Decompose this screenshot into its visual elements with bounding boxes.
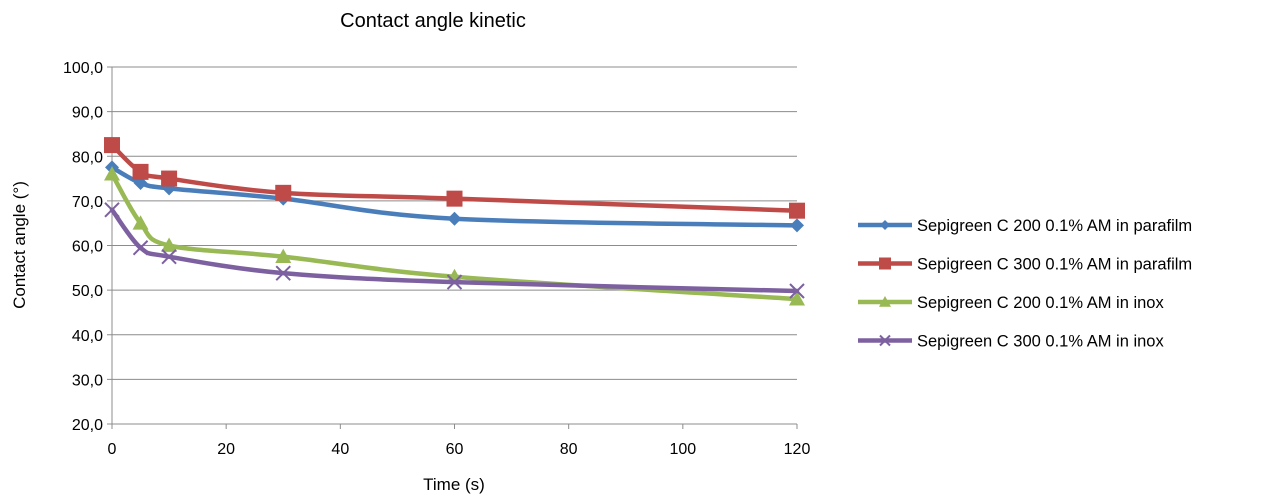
data-point <box>789 291 805 306</box>
legend-label: Sepigreen C 200 0.1% AM in inox <box>917 294 1164 312</box>
data-point <box>161 248 177 265</box>
legend-label: Sepigreen C 300 0.1% AM in parafilm <box>917 256 1192 274</box>
x-tick-label: 120 <box>784 441 811 458</box>
series-1 <box>105 160 804 233</box>
series-3 <box>104 166 805 306</box>
y-axis-title: Contact angle (°) <box>10 181 29 309</box>
legend-label: Sepigreen C 200 0.1% AM in parafilm <box>917 217 1192 235</box>
legend-marker <box>880 220 890 230</box>
legend-marker <box>879 296 891 307</box>
data-point <box>789 202 805 219</box>
x-tick-label: 20 <box>217 441 235 458</box>
y-tick-label: 80,0 <box>72 149 103 166</box>
data-point <box>789 283 805 299</box>
data-point <box>132 240 149 256</box>
marker-stroke <box>104 202 120 218</box>
data-point <box>104 166 120 181</box>
data-point <box>132 215 149 230</box>
y-tick-label: 20,0 <box>72 417 103 434</box>
marker-stroke <box>132 240 149 256</box>
data-point <box>275 248 292 264</box>
x-tick-label: 100 <box>669 441 696 458</box>
axes: 20,0 30,0 40,0 50,0 60,0 70,0 80,0 90,0 100,0 0 20… <box>63 60 810 458</box>
data-point <box>132 163 149 180</box>
legend-item-2: Sepigreen C 300 0.1% AM in parafilm <box>858 256 1192 274</box>
data-point <box>790 218 804 233</box>
y-tick-label: 100,0 <box>63 60 103 77</box>
x-tick-label: 60 <box>446 441 464 458</box>
data-point <box>446 190 463 207</box>
y-tick-label: 50,0 <box>72 283 103 300</box>
chart-title: Contact angle kinetic <box>340 10 526 32</box>
legend-marker <box>879 334 891 347</box>
x-tick-label: 40 <box>331 441 349 458</box>
marker-stroke <box>161 248 177 265</box>
x-axis-title: Time (s) <box>423 475 485 494</box>
legend-item-4: Sepigreen C 300 0.1% AM in inox <box>858 333 1164 351</box>
legend-item-1: Sepigreen C 200 0.1% AM in parafilm <box>858 217 1192 235</box>
marker-stroke <box>789 283 805 299</box>
data-point <box>275 265 291 281</box>
data-point <box>161 170 178 187</box>
y-tick-label: 70,0 <box>72 194 103 211</box>
data-point <box>446 274 463 290</box>
marker-stroke <box>446 274 463 290</box>
gridlines <box>112 66 797 425</box>
data-point <box>104 202 120 218</box>
legend-item-3: Sepigreen C 200 0.1% AM in inox <box>858 294 1164 312</box>
legend-label: Sepigreen C 300 0.1% AM in inox <box>917 333 1164 351</box>
y-tick-label: 90,0 <box>72 105 103 122</box>
data-point <box>104 137 120 154</box>
y-tick-label: 40,0 <box>72 328 103 345</box>
marker-stroke <box>275 265 291 281</box>
series-2 <box>104 137 805 219</box>
data-point <box>161 237 178 252</box>
series-4 <box>104 202 805 299</box>
x-tick-label: 0 <box>108 441 117 458</box>
data-point <box>275 184 292 201</box>
data-point <box>446 268 463 284</box>
data-point <box>447 211 462 226</box>
y-tick-label: 60,0 <box>72 239 103 256</box>
x-tick-label: 80 <box>560 441 578 458</box>
y-tick-label: 30,0 <box>72 372 103 389</box>
series-layer <box>104 137 805 306</box>
legend: Sepigreen C 200 0.1% AM in parafilm Sepig… <box>858 217 1192 351</box>
legend-marker <box>879 257 891 270</box>
